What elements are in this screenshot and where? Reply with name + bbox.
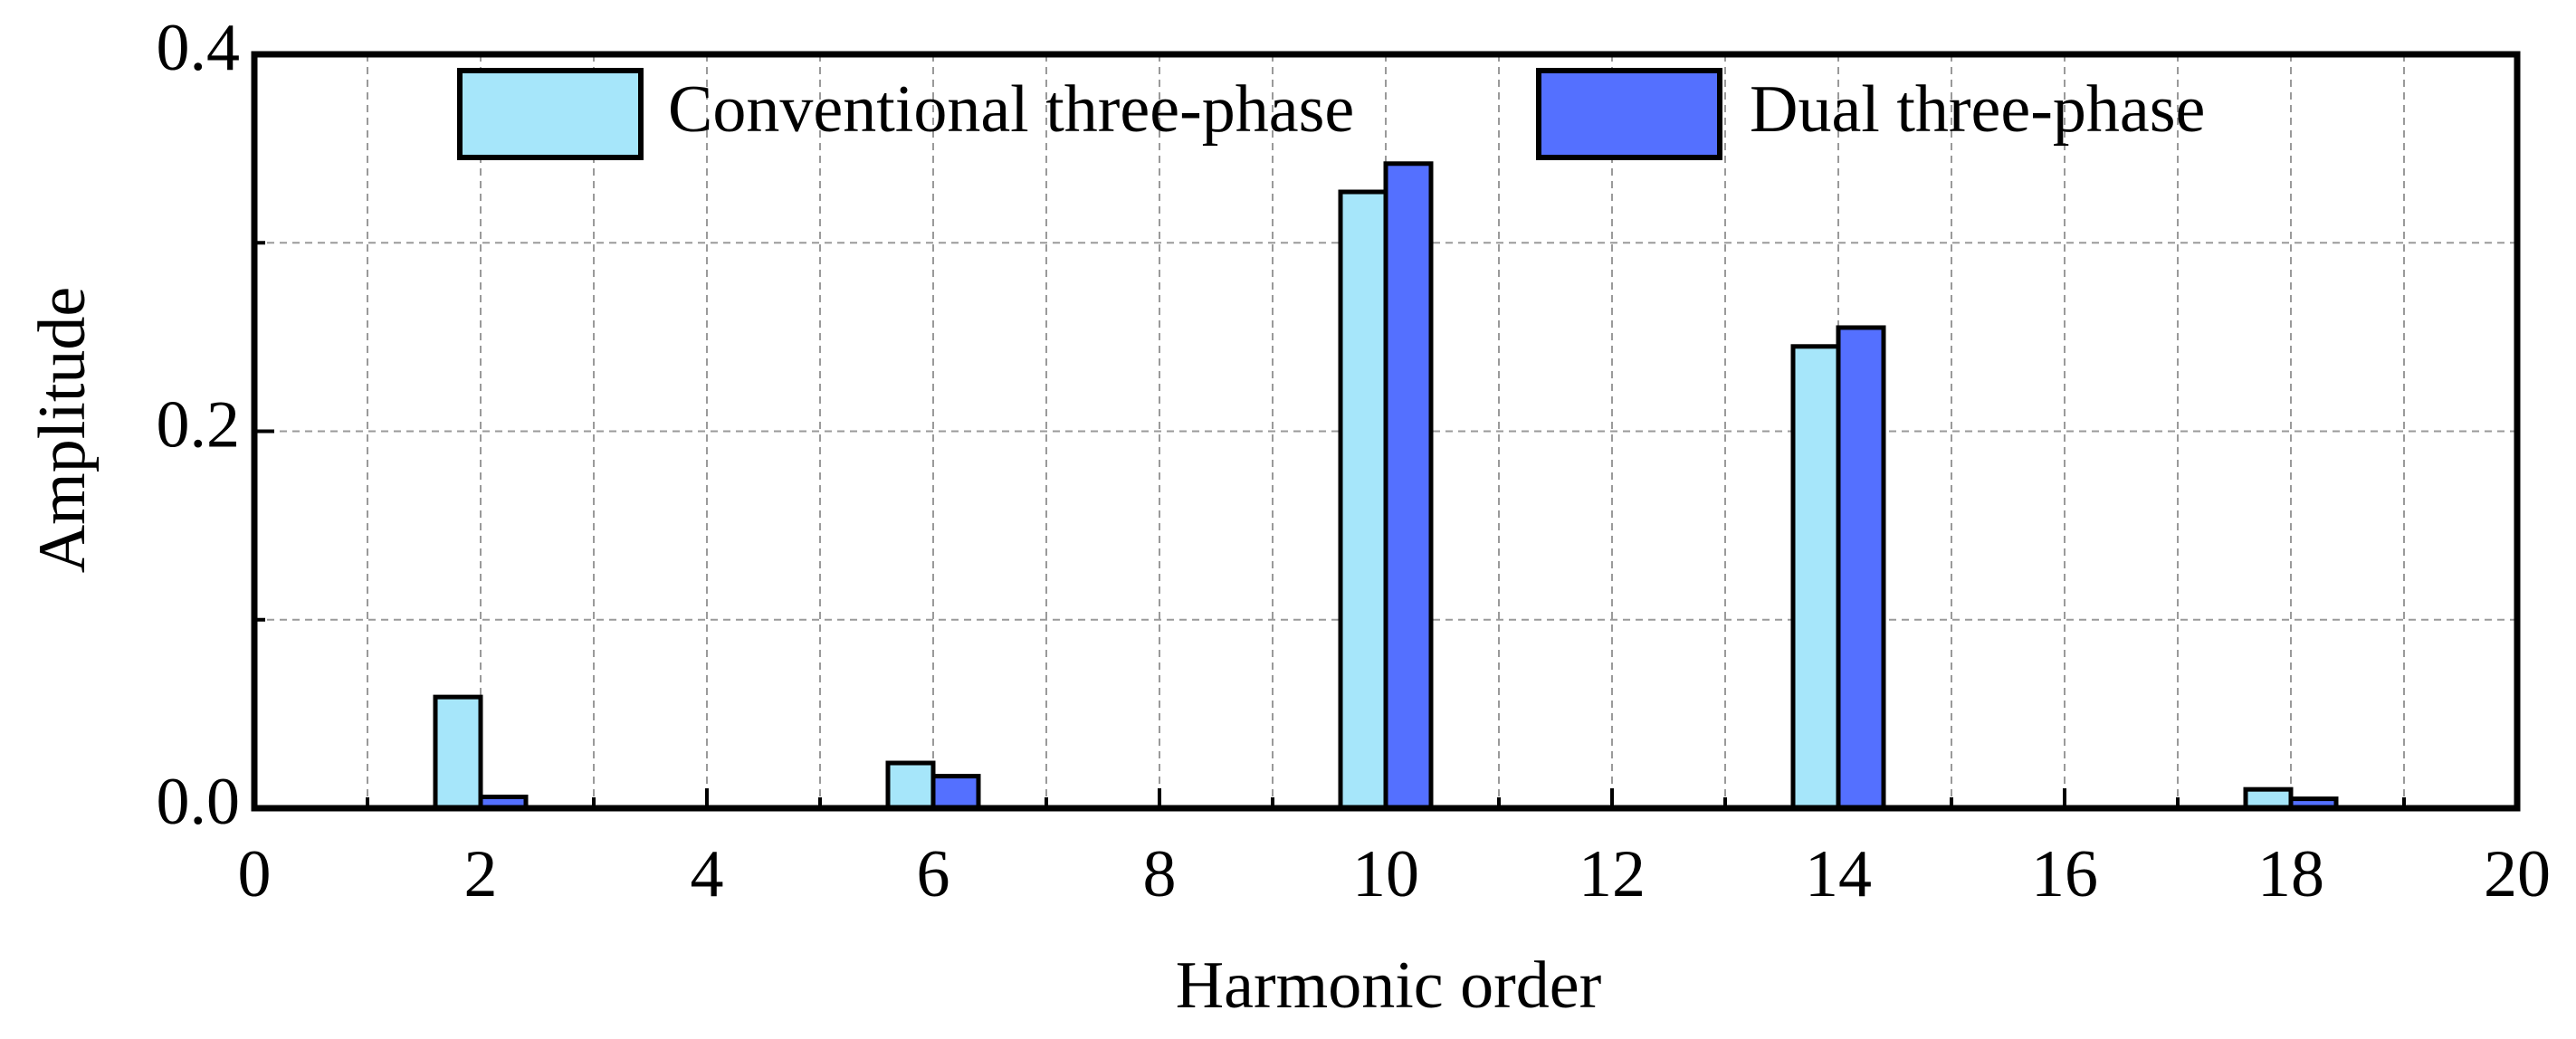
y-tick-label: 0.4 xyxy=(157,11,241,85)
x-tick-label: 8 xyxy=(1143,837,1177,911)
bar xyxy=(1338,189,1388,811)
bar xyxy=(885,760,936,811)
x-tick-label: 6 xyxy=(917,837,950,911)
x-tick-label: 16 xyxy=(2031,837,2098,911)
legend-swatch xyxy=(1536,68,1722,160)
x-axis-label: Harmonic order xyxy=(1176,948,1602,1023)
legend-label: Dual three-phase xyxy=(1750,72,2205,147)
y-axis-label: Amplitude xyxy=(25,287,100,574)
x-tick-label: 10 xyxy=(1352,837,1419,911)
x-tick-label: 0 xyxy=(238,837,272,911)
y-tick-label: 0.2 xyxy=(157,387,241,462)
x-tick-label: 2 xyxy=(464,837,498,911)
y-tick-label: 0.0 xyxy=(157,765,241,839)
x-tick-label: 12 xyxy=(1579,837,1646,911)
x-tick-label: 14 xyxy=(1805,837,1872,911)
legend-swatch xyxy=(457,68,644,160)
bar xyxy=(433,694,483,811)
x-tick-label: 18 xyxy=(2257,837,2324,911)
bar xyxy=(930,774,981,811)
x-tick-label: 20 xyxy=(2484,837,2551,911)
x-tick-label: 4 xyxy=(691,837,724,911)
bar xyxy=(1790,344,1841,811)
bar xyxy=(1836,325,1886,811)
legend-label: Conventional three-phase xyxy=(668,72,1354,147)
plot-frame xyxy=(251,51,2521,812)
bar xyxy=(1383,161,1434,811)
